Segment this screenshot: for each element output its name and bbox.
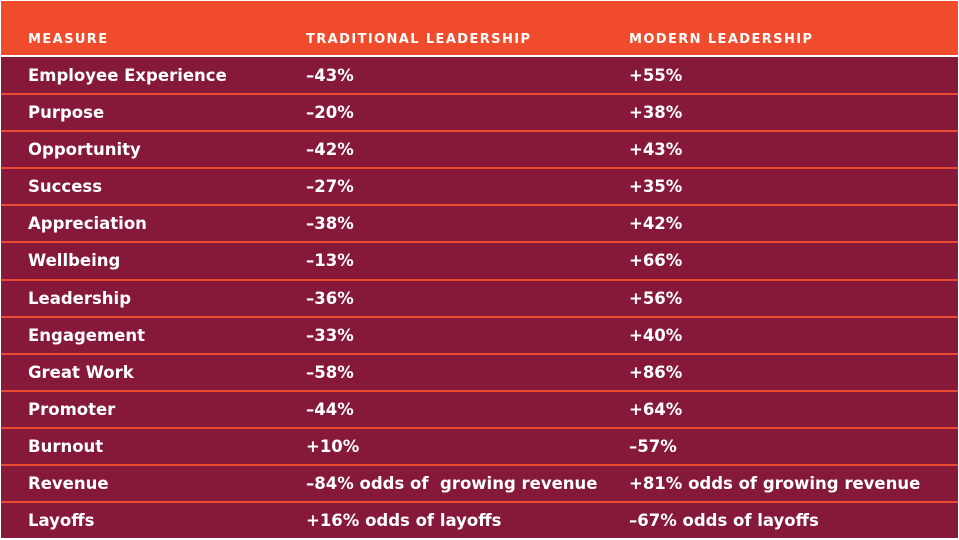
table-row: Promoter –44% +64% [1, 390, 958, 427]
table-row: Appreciation –38% +42% [1, 204, 958, 241]
table-header: MEASURE TRADITIONAL LEADERSHIP MODERN LE… [1, 1, 958, 55]
table-row: Great Work –58% +86% [1, 353, 958, 390]
traditional-cell: –20% [306, 103, 354, 122]
traditional-cell: –13% [306, 251, 354, 270]
modern-cell: –67% odds of layoffs [629, 511, 819, 530]
traditional-cell: –36% [306, 289, 354, 308]
traditional-cell: –43% [306, 66, 354, 85]
traditional-cell: +10% [306, 437, 360, 456]
table-row: Engagement –33% +40% [1, 316, 958, 353]
modern-cell: +38% [629, 103, 683, 122]
measure-cell: Employee Experience [28, 66, 227, 85]
modern-cell: +55% [629, 66, 683, 85]
traditional-cell: –58% [306, 363, 354, 382]
table-row: Opportunity –42% +43% [1, 130, 958, 167]
modern-cell: +40% [629, 326, 683, 345]
modern-cell: +42% [629, 214, 683, 233]
modern-cell: +43% [629, 140, 683, 159]
header-modern-leadership: MODERN LEADERSHIP [629, 32, 814, 47]
traditional-cell: –84% odds of growing revenue [306, 474, 598, 493]
measure-cell: Engagement [28, 326, 145, 345]
traditional-cell: –27% [306, 177, 354, 196]
traditional-cell: –44% [306, 400, 354, 419]
measure-cell: Revenue [28, 474, 109, 493]
modern-cell: +35% [629, 177, 683, 196]
table-row: Revenue –84% odds of growing revenue +81… [1, 464, 958, 501]
measure-cell: Layoffs [28, 511, 95, 530]
measure-cell: Great Work [28, 363, 134, 382]
measure-cell: Success [28, 177, 103, 196]
table-row: Layoffs +16% odds of layoffs –67% odds o… [1, 501, 958, 538]
measure-cell: Wellbeing [28, 251, 121, 270]
modern-cell: +64% [629, 400, 683, 419]
modern-cell: –57% [629, 437, 677, 456]
measure-cell: Purpose [28, 103, 105, 122]
traditional-cell: –38% [306, 214, 354, 233]
measure-cell: Opportunity [28, 140, 141, 159]
table-row: Purpose –20% +38% [1, 93, 958, 130]
header-traditional-leadership: TRADITIONAL LEADERSHIP [306, 32, 532, 47]
modern-cell: +56% [629, 289, 683, 308]
table-row: Wellbeing –13% +66% [1, 241, 958, 278]
table-row: Leadership –36% +56% [1, 279, 958, 316]
measure-cell: Leadership [28, 289, 132, 308]
measure-cell: Burnout [28, 437, 104, 456]
modern-cell: +66% [629, 251, 683, 270]
modern-cell: +86% [629, 363, 683, 382]
header-measure: MEASURE [28, 32, 109, 47]
traditional-cell: +16% odds of layoffs [306, 511, 502, 530]
header-divider [1, 55, 958, 57]
table-row: Success –27% +35% [1, 167, 958, 204]
measure-cell: Appreciation [28, 214, 147, 233]
table-row: Employee Experience –43% +55% [1, 57, 958, 94]
table-row: Burnout +10% –57% [1, 427, 958, 464]
traditional-cell: –42% [306, 140, 354, 159]
measure-cell: Promoter [28, 400, 116, 419]
modern-cell: +81% odds of growing revenue [629, 474, 921, 493]
traditional-cell: –33% [306, 326, 354, 345]
